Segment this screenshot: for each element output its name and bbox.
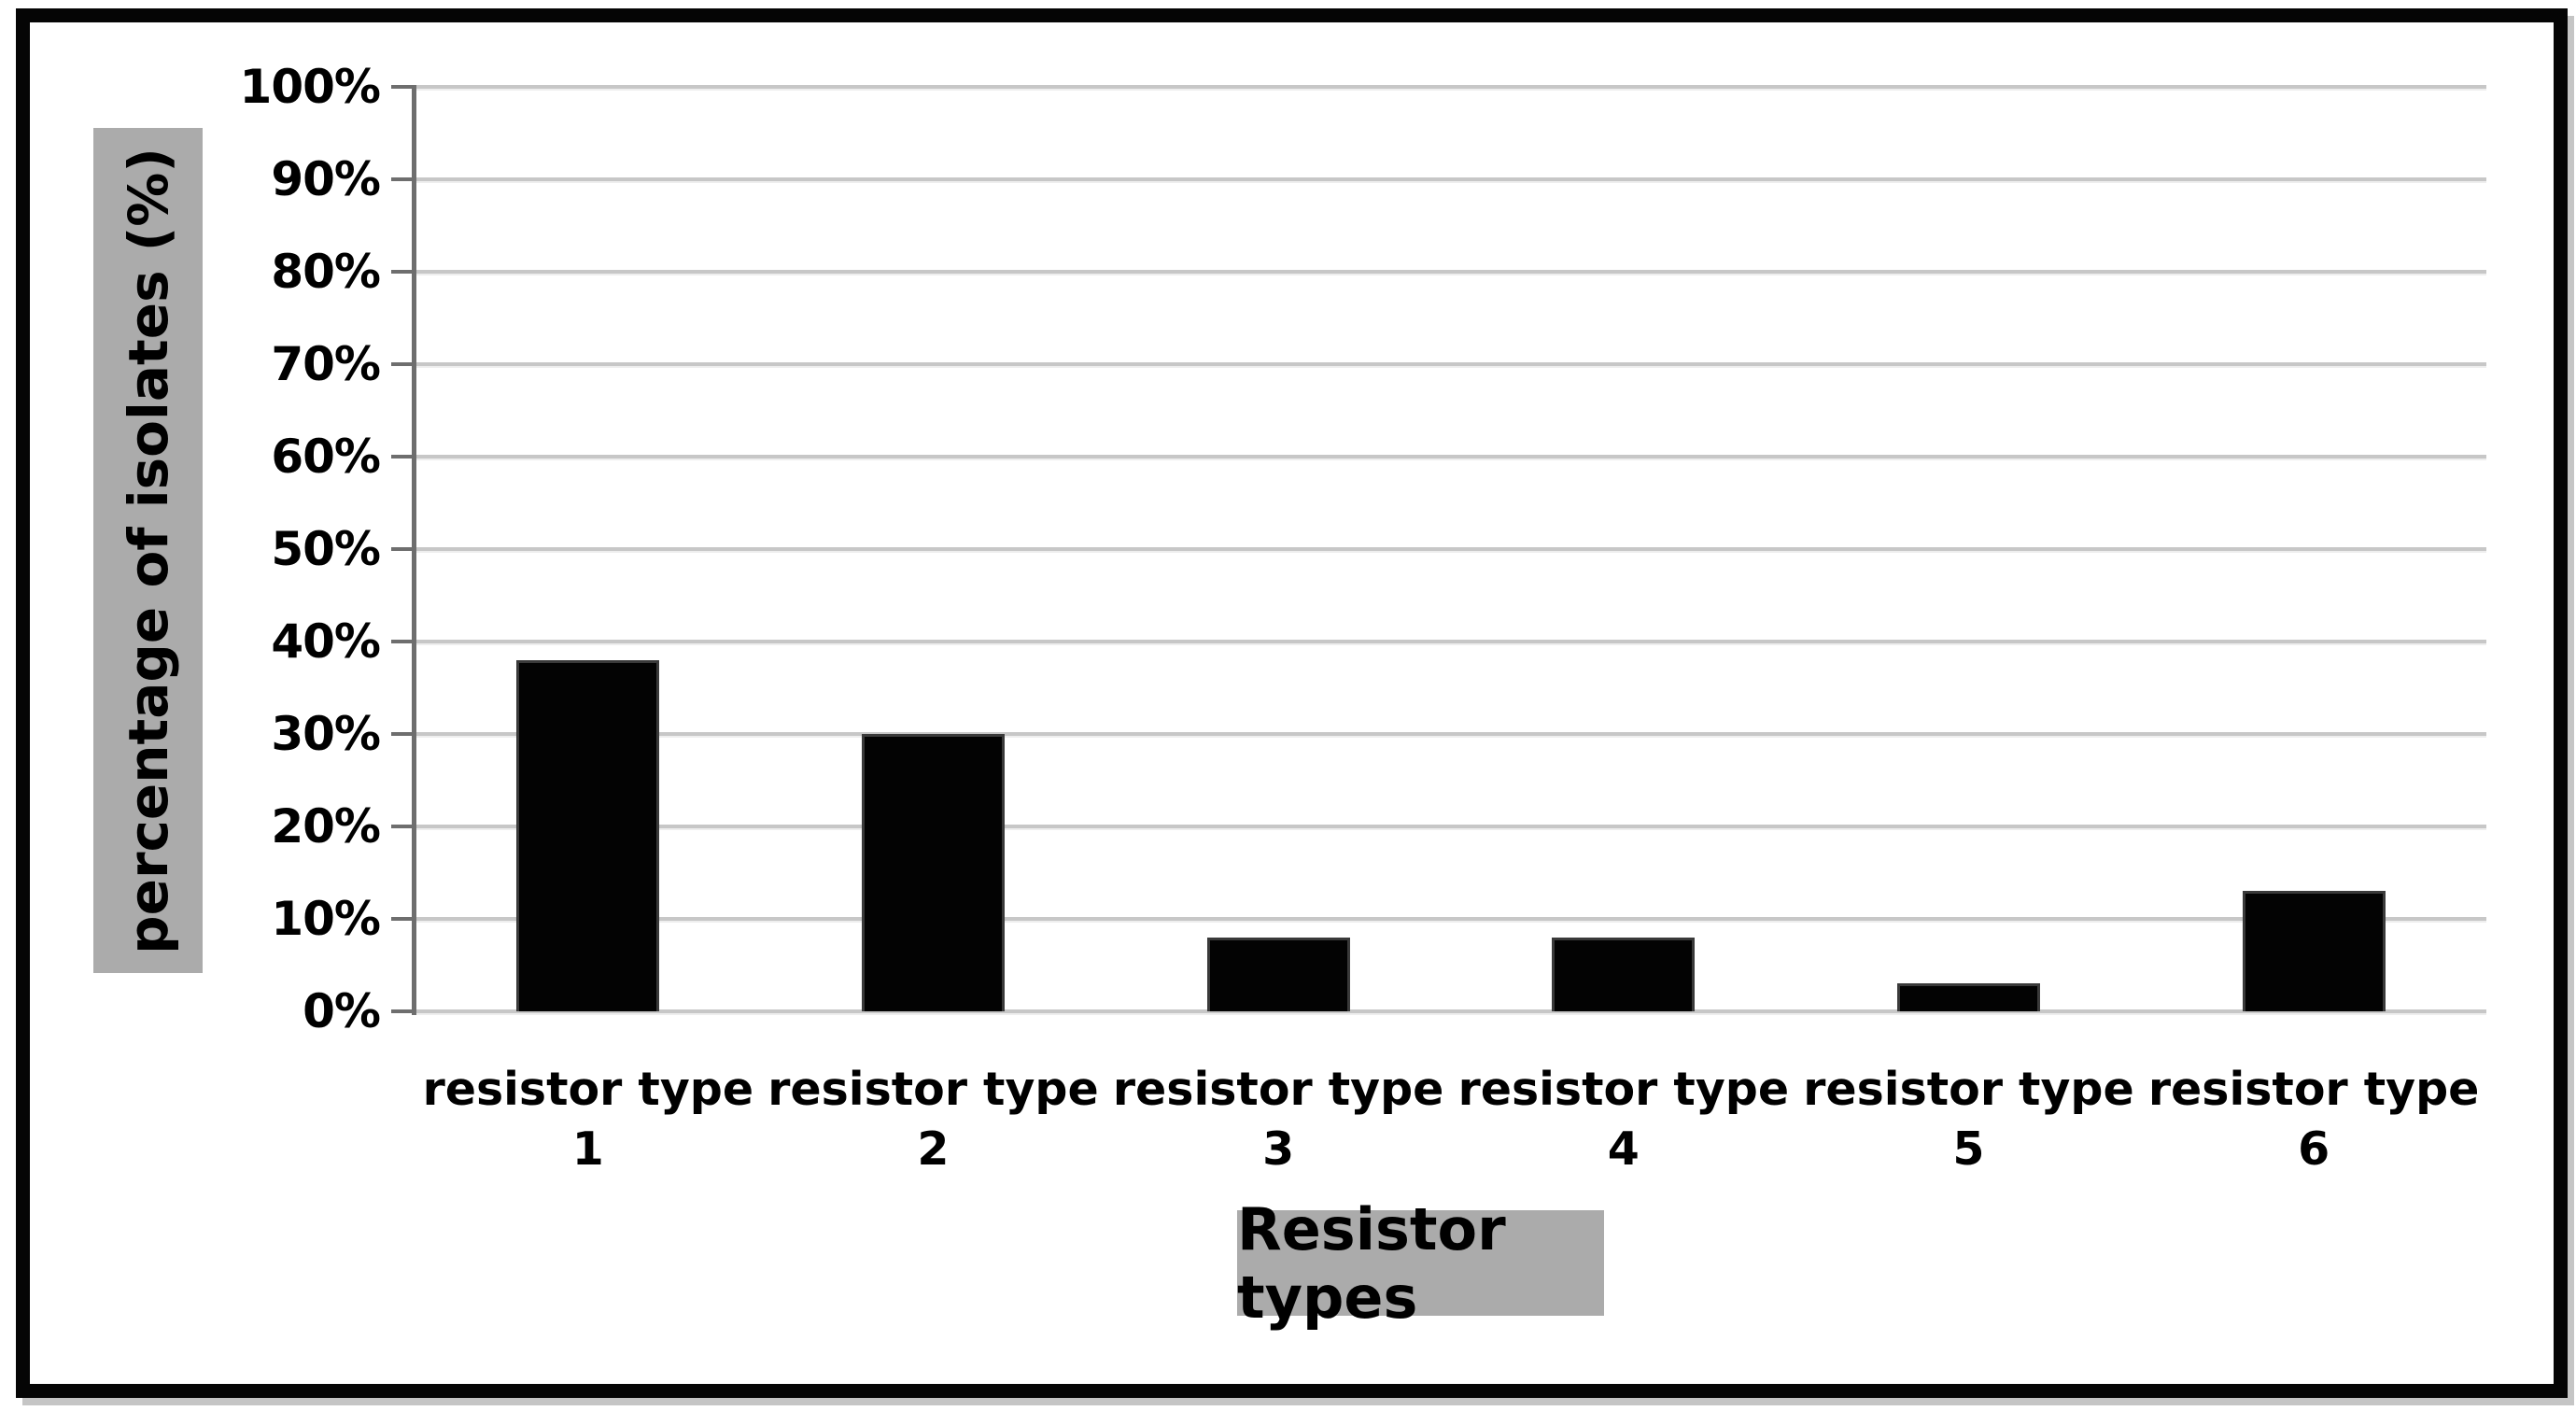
y-tick-mark	[391, 270, 415, 274]
gridline	[415, 270, 2486, 274]
y-tick-mark	[391, 1009, 415, 1013]
y-tick-label: 100%	[239, 60, 381, 114]
x-axis-title: Resistor types	[1237, 1194, 1506, 1332]
y-tick-label: 0%	[303, 984, 381, 1038]
y-tick-label: 70%	[271, 337, 381, 391]
figure-border-frame	[16, 8, 2568, 1398]
bar	[1552, 937, 1696, 1011]
gridline	[415, 455, 2486, 459]
y-tick-mark	[391, 85, 415, 89]
y-axis-line	[412, 85, 416, 1015]
gridline	[415, 640, 2486, 643]
y-tick-label: 10%	[271, 892, 381, 946]
x-category-label: resistor type 5	[1803, 1063, 2134, 1176]
x-category-label: resistor type 2	[767, 1063, 1099, 1176]
bar	[516, 659, 660, 1011]
y-tick-label: 30%	[271, 707, 381, 761]
gridline	[415, 362, 2486, 366]
y-axis-title: percentage of isolates (%)	[116, 147, 180, 954]
y-tick-mark	[391, 177, 415, 181]
x-category-label: resistor type 6	[2147, 1063, 2480, 1176]
x-axis-title-box: Resistor types	[1237, 1195, 1604, 1332]
bar	[1897, 983, 2040, 1011]
y-tick-mark	[391, 825, 415, 828]
gridline	[415, 547, 2486, 551]
y-tick-mark	[391, 917, 415, 921]
bar	[2242, 891, 2386, 1011]
y-tick-mark	[391, 547, 415, 551]
y-tick-label: 50%	[271, 522, 381, 576]
y-tick-label: 40%	[271, 614, 381, 669]
bar	[862, 734, 1005, 1011]
gridline	[415, 825, 2486, 828]
x-category-label: resistor type 3	[1112, 1063, 1444, 1176]
gridline	[415, 732, 2486, 736]
x-category-label: resistor type 1	[422, 1063, 754, 1176]
y-tick-label: 20%	[271, 799, 381, 854]
y-tick-mark	[391, 732, 415, 736]
gridline	[415, 177, 2486, 181]
y-axis-title-box: percentage of isolates (%)	[93, 128, 203, 973]
bar	[1206, 937, 1350, 1011]
gridline	[415, 917, 2486, 921]
y-tick-label: 80%	[271, 245, 381, 299]
y-tick-label: 90%	[271, 152, 381, 206]
y-tick-mark	[391, 362, 415, 366]
y-tick-label: 60%	[271, 430, 381, 484]
gridline	[415, 85, 2486, 89]
gridline	[415, 1009, 2486, 1013]
y-tick-mark	[391, 455, 415, 459]
x-category-label: resistor type 4	[1457, 1063, 1790, 1176]
y-tick-mark	[391, 640, 415, 643]
